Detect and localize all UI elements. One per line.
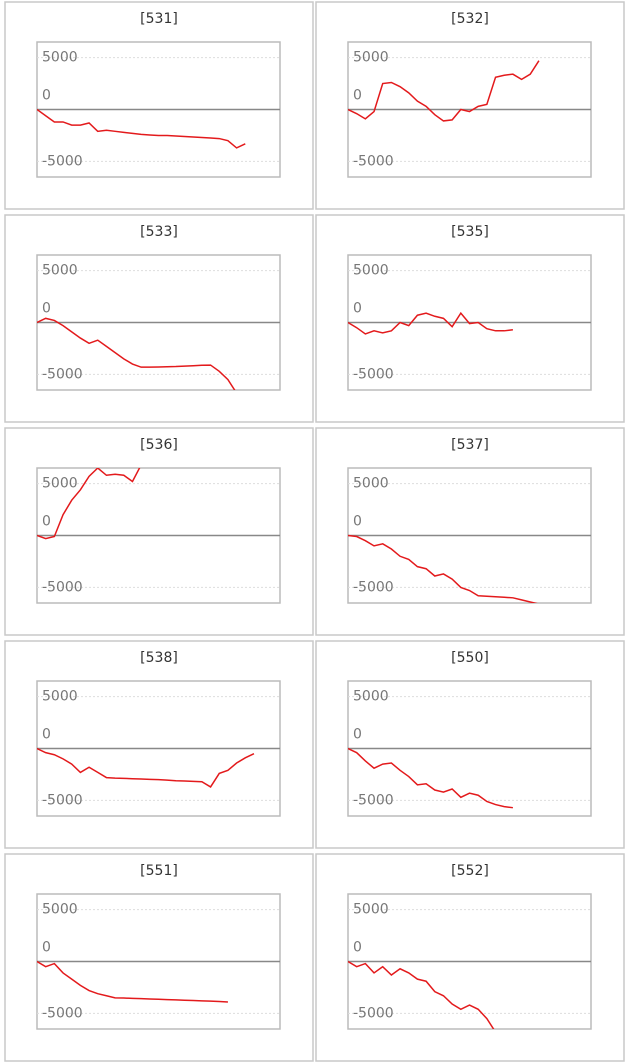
chart-panel: [551] 5000 0 -5000 <box>4 853 314 1062</box>
chart-panel: [550] 5000 0 -5000 <box>315 640 625 849</box>
y-tick-label: -5000 <box>42 1005 83 1021</box>
y-tick-label: 5000 <box>42 50 78 66</box>
y-tick-label: -5000 <box>353 366 394 382</box>
y-tick-label: -5000 <box>42 792 83 808</box>
chart-panel: [536] 5000 0 -5000 <box>4 427 314 636</box>
data-line <box>348 60 540 122</box>
y-tick-label: 5000 <box>42 902 78 918</box>
y-tick-label: 5000 <box>42 476 78 492</box>
y-tick-label: 0 <box>42 940 51 956</box>
y-tick-label: -5000 <box>353 1005 394 1021</box>
y-tick-label: 0 <box>42 727 51 743</box>
y-tick-label: 0 <box>353 940 362 956</box>
y-tick-label: 5000 <box>353 476 389 492</box>
chart-title: [535] <box>451 224 489 240</box>
data-line <box>348 534 538 603</box>
y-tick-label: 0 <box>353 301 362 317</box>
chart-panel: [537] 5000 0 -5000 <box>315 427 625 636</box>
y-tick-label: -5000 <box>42 366 83 382</box>
y-tick-label: 5000 <box>353 902 389 918</box>
chart-panel: [531] 5000 0 -5000 <box>4 1 314 210</box>
y-tick-label: -5000 <box>353 153 394 169</box>
y-tick-label: 0 <box>42 88 51 104</box>
y-tick-label: 5000 <box>42 689 78 705</box>
data-line <box>348 747 513 809</box>
y-tick-label: -5000 <box>42 579 83 595</box>
chart-title: [551] <box>140 863 178 879</box>
y-tick-label: -5000 <box>42 153 83 169</box>
data-line <box>37 468 141 540</box>
y-tick-label: 0 <box>42 514 51 530</box>
chart-title: [533] <box>140 224 178 240</box>
y-tick-label: 5000 <box>42 263 78 279</box>
data-line <box>37 747 255 788</box>
chart-panel: [535] 5000 0 -5000 <box>315 214 625 423</box>
y-tick-label: 5000 <box>353 263 389 279</box>
chart-panel: [538] 5000 0 -5000 <box>4 640 314 849</box>
data-line <box>348 311 513 335</box>
chart-title: [538] <box>140 650 178 666</box>
chart-panel: [533] 5000 0 -5000 <box>4 214 314 423</box>
chart-title: [532] <box>451 11 489 27</box>
y-tick-label: 0 <box>353 88 362 104</box>
chart-panel: [532] 5000 0 -5000 <box>315 1 625 210</box>
chart-title: [531] <box>140 11 178 27</box>
data-line <box>37 960 228 1003</box>
y-tick-label: -5000 <box>353 579 394 595</box>
chart-title: [537] <box>451 437 489 453</box>
y-tick-label: 0 <box>42 301 51 317</box>
chart-title: [550] <box>451 650 489 666</box>
y-tick-label: 5000 <box>353 50 389 66</box>
data-line <box>37 317 236 390</box>
y-tick-label: 0 <box>353 514 362 530</box>
chart-title: [536] <box>140 437 178 453</box>
y-tick-label: 5000 <box>353 689 389 705</box>
data-line <box>348 960 495 1029</box>
y-tick-label: 0 <box>353 727 362 743</box>
chart-title: [552] <box>451 863 489 879</box>
y-tick-label: -5000 <box>353 792 394 808</box>
chart-panel: [552] 5000 0 -5000 <box>315 853 625 1062</box>
data-line <box>37 108 246 149</box>
